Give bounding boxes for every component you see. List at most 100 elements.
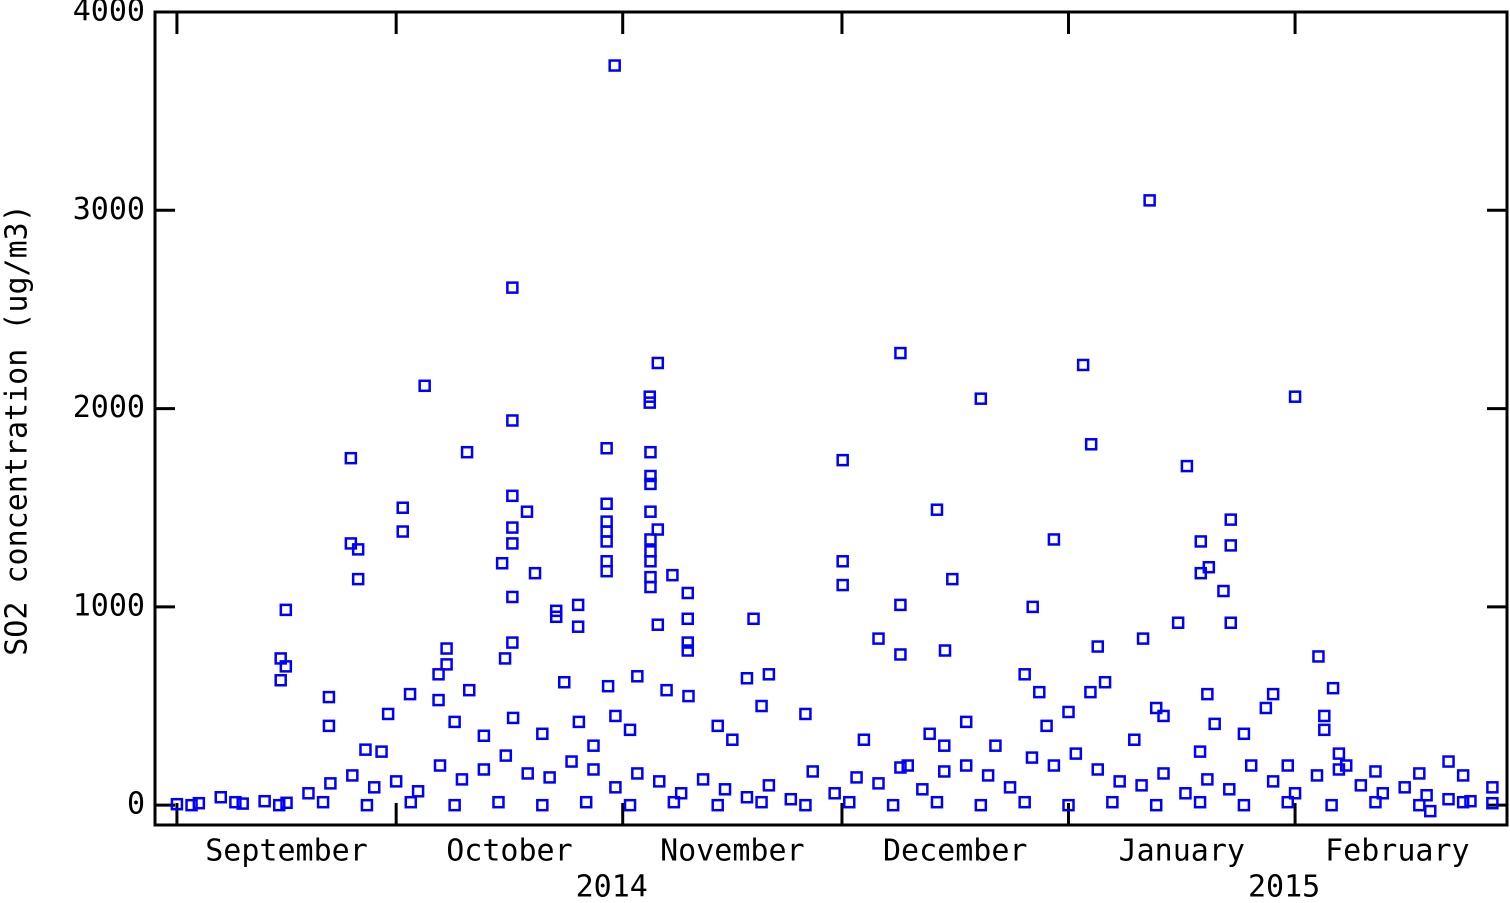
data-point <box>543 771 556 784</box>
data-point <box>989 739 1002 752</box>
data-point <box>1442 755 1455 768</box>
data-point <box>1288 787 1302 800</box>
data-point <box>886 798 900 812</box>
data-point <box>432 668 445 681</box>
data-point <box>1136 632 1150 645</box>
data-point <box>1143 194 1156 207</box>
data-point <box>644 533 657 546</box>
data-point <box>1281 759 1295 772</box>
data-point <box>644 570 657 584</box>
data-point <box>404 795 418 809</box>
data-point <box>1157 709 1170 723</box>
data-point <box>644 469 657 483</box>
data-point <box>894 346 907 360</box>
data-point <box>462 683 476 697</box>
data-point <box>495 557 509 570</box>
data-point <box>755 795 768 809</box>
data-point <box>666 568 679 582</box>
data-point <box>872 632 885 645</box>
data-point <box>506 537 519 550</box>
data-point <box>324 777 337 790</box>
data-point <box>696 773 710 786</box>
data-point <box>280 796 293 810</box>
data-point <box>1194 535 1208 548</box>
data-point <box>455 773 469 786</box>
plot-frame <box>153 10 1509 827</box>
data-point <box>600 564 613 578</box>
data-point <box>600 535 613 548</box>
data-point <box>1018 668 1031 681</box>
data-point <box>536 798 549 812</box>
data-point <box>587 739 600 752</box>
data-point <box>279 660 293 673</box>
data-point <box>653 775 666 788</box>
data-point <box>360 798 374 812</box>
data-point <box>506 521 519 534</box>
data-point <box>571 598 585 612</box>
data-point <box>1369 765 1382 778</box>
data-point <box>236 797 249 810</box>
data-point <box>600 525 613 538</box>
data-point <box>418 379 431 393</box>
data-point <box>571 620 585 633</box>
data-point <box>565 755 578 768</box>
data-point <box>762 779 776 792</box>
data-point <box>170 797 184 811</box>
data-point <box>726 733 739 746</box>
data-point <box>974 392 988 405</box>
data-point <box>600 555 613 568</box>
data-point <box>302 787 315 800</box>
data-point <box>192 796 206 810</box>
data-point <box>916 783 929 796</box>
data-point <box>1398 781 1411 794</box>
data-point <box>806 765 819 778</box>
data-point <box>521 767 534 780</box>
data-point <box>857 733 871 746</box>
data-point <box>403 687 417 701</box>
data-point <box>1193 745 1207 758</box>
data-point <box>506 590 519 604</box>
data-point <box>214 790 228 804</box>
data-point <box>579 795 593 809</box>
data-point <box>1420 789 1433 802</box>
data-point <box>674 787 688 800</box>
data-point <box>1128 733 1141 746</box>
data-point <box>631 767 644 780</box>
data-point <box>660 683 673 697</box>
data-point <box>1456 795 1470 809</box>
data-point <box>389 775 403 788</box>
data-point <box>681 636 695 649</box>
data-point <box>460 445 474 459</box>
x-month-label: September <box>205 834 368 869</box>
data-point <box>1332 747 1346 760</box>
data-point <box>1157 767 1170 780</box>
data-point <box>681 612 695 626</box>
data-point <box>609 709 622 723</box>
data-point <box>322 690 336 704</box>
data-point <box>631 670 644 683</box>
data-point <box>1266 687 1280 701</box>
data-point <box>644 580 657 594</box>
data-point <box>762 668 776 681</box>
data-point <box>1266 775 1280 788</box>
data-point <box>1224 539 1238 552</box>
data-point <box>601 679 615 693</box>
data-point <box>974 798 988 812</box>
y-axis-label: SO2 concentration (ug/m3) <box>0 204 35 656</box>
data-point <box>498 652 512 665</box>
data-point <box>411 785 425 798</box>
data-point <box>432 693 445 707</box>
data-point <box>1208 717 1221 731</box>
data-point <box>440 658 453 671</box>
data-point <box>322 719 336 733</box>
data-point <box>1193 795 1207 809</box>
data-point <box>959 715 973 729</box>
y-tick-label: 4000 <box>73 0 145 29</box>
data-point <box>1413 798 1426 812</box>
data-point <box>711 798 724 812</box>
data-point <box>608 59 621 72</box>
data-point <box>836 555 849 568</box>
data-point <box>1025 751 1039 764</box>
x-month-label: October <box>446 834 572 869</box>
data-point <box>1091 640 1104 653</box>
